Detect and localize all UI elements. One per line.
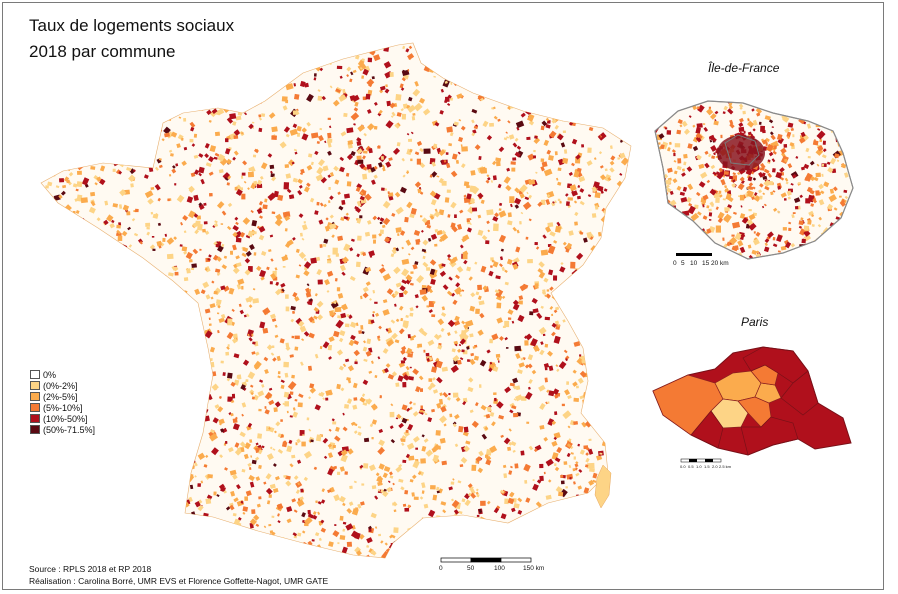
legend-swatch-2	[30, 392, 40, 401]
legend-swatch-5	[30, 425, 40, 434]
title-line-1: Taux de logements sociaux	[29, 16, 235, 35]
paris-inset-title: Paris	[741, 315, 769, 329]
scale-main-tick-2: 100	[494, 565, 505, 572]
map-frame: Taux de logements sociaux 2018 par commu…	[2, 2, 884, 590]
legend-label-4: (10%-50%]	[43, 413, 88, 424]
scale-main-tick-0: 0	[439, 565, 443, 572]
scale-main-tick-3: 150 km	[523, 565, 544, 572]
scale-idf-tick-4: 20 km	[711, 260, 729, 267]
scale-paris-tick-0: 0.0	[680, 464, 686, 469]
france-map	[40, 42, 632, 559]
source-line-2: Réalisation : Carolina Borré, UMR EVS et…	[29, 576, 329, 586]
source-line-1: Source : RPLS 2018 et RP 2018	[29, 564, 152, 574]
legend-swatch-0	[30, 370, 40, 379]
legend-label-1: (0%-2%]	[43, 380, 78, 391]
source-note: Source : RPLS 2018 et RP 2018 Réalisatio…	[29, 563, 328, 587]
legend-swatch-1	[30, 381, 40, 390]
scale-paris-tick-1: 0.5	[688, 464, 694, 469]
legend-item: (5%-10%]	[30, 402, 95, 413]
legend-label-2: (2%-5%]	[43, 391, 78, 402]
title-line-2: 2018 par commune	[29, 42, 176, 61]
idf-inset-map	[654, 100, 854, 260]
legend-swatch-3	[30, 403, 40, 412]
scale-idf-tick-1: 5	[681, 260, 685, 267]
scale-idf-tick-2: 10	[690, 260, 698, 267]
scale-idf-tick-0: 0	[673, 260, 677, 267]
corsica	[594, 464, 612, 509]
scale-idf-tick-3: 15	[702, 260, 710, 267]
legend-item: (50%-71.5%]	[30, 424, 95, 435]
legend-item: (0%-2%]	[30, 380, 95, 391]
legend-item: 0%	[30, 369, 95, 380]
map-title: Taux de logements sociaux 2018 par commu…	[29, 13, 234, 65]
scale-paris-tick-4: 2.0	[712, 464, 718, 469]
legend-swatch-4	[30, 414, 40, 423]
legend-item: (10%-50%]	[30, 413, 95, 424]
legend-label-5: (50%-71.5%]	[43, 424, 96, 435]
scale-bar-main: 0 50 100 150 km	[439, 557, 544, 572]
scale-bar-idf: 0 5 10 15 20 km	[673, 253, 729, 267]
scale-paris-tick-3: 1.5	[704, 464, 710, 469]
map-canvas: 0 50 100 150 km 0 5 10 15 20 km 0.0 0.5 …	[40, 42, 854, 572]
scale-paris-tick-2: 1.0	[696, 464, 702, 469]
legend-label-0: 0%	[43, 369, 57, 380]
scale-main-tick-1: 50	[467, 565, 475, 572]
legend-label-3: (5%-10%]	[43, 402, 83, 413]
scale-paris-tick-5: 2.5 km	[719, 464, 732, 469]
idf-inset-title: Île-de-France	[708, 61, 780, 75]
legend-item: (2%-5%]	[30, 391, 95, 402]
scale-bar-paris: 0.0 0.5 1.0 1.5 2.0 2.5 km	[680, 458, 732, 469]
legend: 0% (0%-2%] (2%-5%] (5%-10%] (10%-50%] (5…	[30, 369, 95, 435]
paris-inset-map	[652, 346, 852, 456]
